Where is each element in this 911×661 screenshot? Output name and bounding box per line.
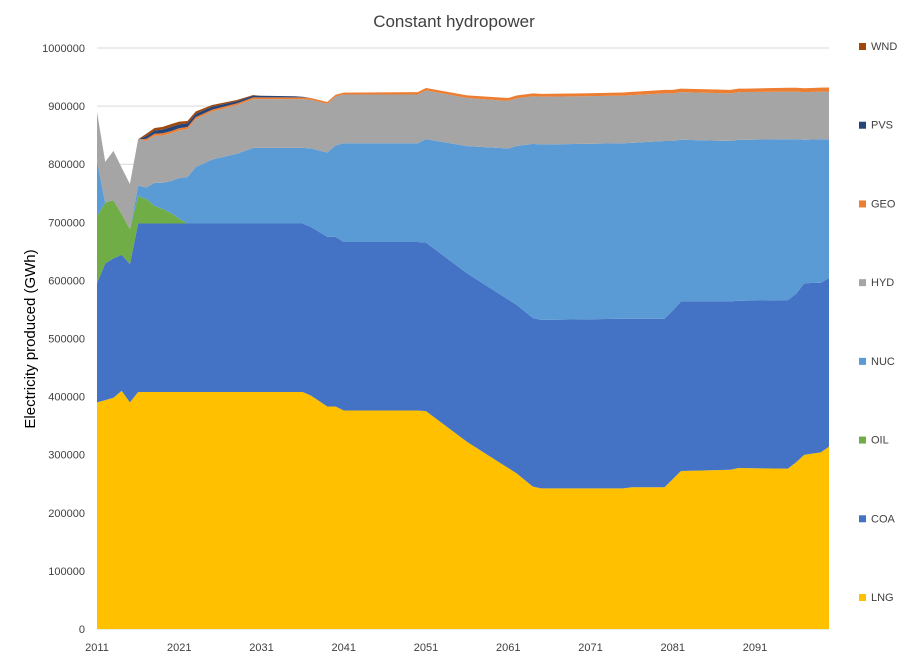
x-tick-label: 2041 xyxy=(331,642,355,654)
legend-swatch-coa xyxy=(859,515,866,523)
area-hyd xyxy=(97,90,829,230)
y-tick-label: 500000 xyxy=(48,334,85,346)
area-lng xyxy=(97,390,829,629)
legend-label-wnd: WND xyxy=(871,41,897,53)
x-tick-label: 2091 xyxy=(743,642,767,654)
legend-swatch-oil xyxy=(859,436,866,444)
y-tick-label: 700000 xyxy=(48,217,85,229)
x-tick-label: 2051 xyxy=(414,642,438,654)
legend-label-nuc: NUC xyxy=(871,356,895,368)
y-axis-ticks: 0 100000 200000 300000 400000 500000 600000 700… xyxy=(42,43,85,636)
area-nuc xyxy=(97,139,829,320)
legend-label-pvs: PVS xyxy=(871,120,893,132)
legend: WND PVS GEO HYD NUC OIL COA LNG xyxy=(859,41,897,604)
chart-title: Constant hydropower xyxy=(373,12,535,31)
y-tick-label: 300000 xyxy=(48,450,85,462)
legend-label-oil: OIL xyxy=(871,435,889,447)
legend-swatch-wnd xyxy=(859,43,866,50)
x-tick-label: 2011 xyxy=(85,642,109,654)
legend-swatch-pvs xyxy=(859,121,866,129)
x-tick-label: 2071 xyxy=(578,642,602,654)
y-tick-label: 0 xyxy=(79,624,85,636)
legend-label-lng: LNG xyxy=(871,592,894,604)
area-coa xyxy=(97,223,829,489)
y-tick-label: 800000 xyxy=(48,159,85,171)
y-tick-label: 1000000 xyxy=(42,43,85,55)
y-tick-label: 200000 xyxy=(48,508,85,520)
stacked-areas xyxy=(97,87,829,629)
y-axis-label: Electricity produced (GWh) xyxy=(22,249,39,428)
y-tick-label: 400000 xyxy=(48,392,85,404)
y-tick-label: 600000 xyxy=(48,275,85,287)
x-tick-label: 2061 xyxy=(496,642,520,654)
legend-label-geo: GEO xyxy=(871,198,896,210)
y-tick-label: 900000 xyxy=(48,101,85,113)
legend-label-coa: COA xyxy=(871,513,896,525)
legend-swatch-nuc xyxy=(859,357,866,365)
x-axis-ticks: 2011 2021 2031 2041 2051 2061 2071 2081 2091 xyxy=(85,642,767,654)
legend-swatch-hyd xyxy=(859,279,866,287)
x-tick-label: 2031 xyxy=(249,642,273,654)
x-tick-label: 2021 xyxy=(167,642,191,654)
legend-label-hyd: HYD xyxy=(871,277,894,289)
y-tick-label: 100000 xyxy=(48,566,85,578)
legend-swatch-lng xyxy=(859,594,866,601)
x-tick-label: 2081 xyxy=(660,642,684,654)
legend-swatch-geo xyxy=(859,200,866,208)
